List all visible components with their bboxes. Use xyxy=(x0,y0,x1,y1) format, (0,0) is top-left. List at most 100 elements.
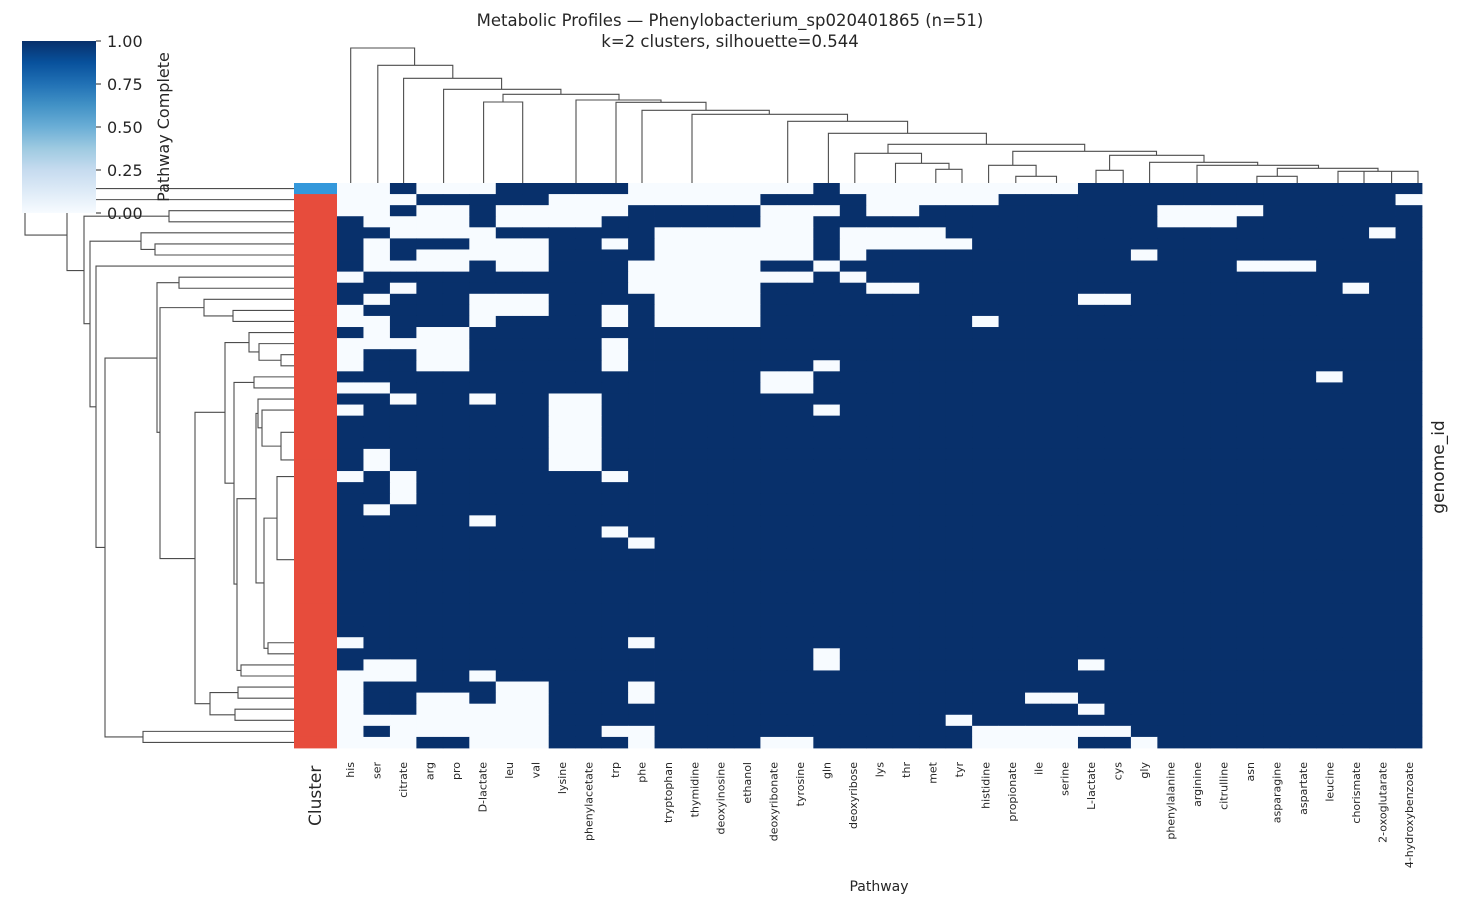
heatmap-cell xyxy=(813,327,841,339)
heatmap-cell xyxy=(469,426,497,439)
heatmap-cell xyxy=(945,592,973,605)
heatmap-cell xyxy=(1289,670,1317,682)
heatmap-cell xyxy=(522,293,550,306)
heatmap-cell xyxy=(1130,349,1158,361)
heatmap-cell xyxy=(575,659,603,671)
heatmap-cell xyxy=(363,504,391,516)
heatmap-cell xyxy=(972,249,999,261)
heatmap-cell xyxy=(866,515,894,527)
cluster-cell xyxy=(294,426,337,439)
heatmap-cell xyxy=(654,360,682,372)
heatmap-cell xyxy=(575,548,603,561)
heatmap-cell xyxy=(337,681,364,694)
heatmap-cell xyxy=(1077,415,1105,428)
heatmap-cell xyxy=(1025,725,1052,738)
heatmap-cell xyxy=(654,714,682,727)
heatmap-cell xyxy=(416,670,444,682)
heatmap-cell xyxy=(760,404,788,417)
colorbar-label: Pathway Complete xyxy=(154,52,173,202)
heatmap-cell xyxy=(1104,637,1132,649)
heatmap-cell xyxy=(1263,360,1291,372)
heatmap-cell xyxy=(1395,282,1423,295)
heatmap-cell xyxy=(760,471,788,483)
heatmap-cell xyxy=(786,692,814,705)
heatmap-cell xyxy=(522,448,550,461)
heatmap-cell xyxy=(1369,659,1396,671)
heatmap-cell xyxy=(442,482,470,494)
heatmap-cell xyxy=(1263,648,1291,660)
heatmap-cell xyxy=(733,249,761,261)
heatmap-cell xyxy=(1316,415,1344,428)
heatmap-cell xyxy=(654,327,682,339)
heatmap-cell xyxy=(389,603,417,616)
heatmap-cell xyxy=(866,238,894,250)
heatmap-cell xyxy=(972,703,999,716)
heatmap-cell xyxy=(442,382,470,394)
heatmap-cell xyxy=(760,360,788,372)
heatmap-cell xyxy=(416,382,444,394)
heatmap-cell xyxy=(919,315,947,328)
heatmap-cell xyxy=(707,205,735,217)
heatmap-cell xyxy=(389,183,417,195)
heatmap-cell xyxy=(760,559,788,572)
cluster-cell xyxy=(294,504,337,516)
heatmap-cell xyxy=(654,304,682,317)
heatmap-cell xyxy=(389,260,417,273)
heatmap-cell xyxy=(945,371,973,383)
heatmap-cell xyxy=(495,415,523,428)
heatmap-cell xyxy=(1104,603,1132,616)
heatmap-cell xyxy=(442,238,470,250)
heatmap-cell xyxy=(1316,227,1344,239)
heatmap-cell xyxy=(1369,315,1396,328)
heatmap-cell xyxy=(1289,404,1317,417)
heatmap-cell xyxy=(337,205,364,217)
heatmap-cell xyxy=(1025,515,1052,527)
heatmap-cell xyxy=(1316,670,1344,682)
heatmap-cell xyxy=(654,559,682,572)
heatmap-cell xyxy=(733,448,761,461)
heatmap-cell xyxy=(654,459,682,472)
heatmap-cell xyxy=(839,304,867,317)
heatmap-cell xyxy=(337,581,364,594)
heatmap-cell xyxy=(548,393,576,405)
heatmap-cell xyxy=(1077,570,1105,583)
heatmap-cell xyxy=(707,304,735,317)
heatmap-cell xyxy=(972,227,999,239)
cluster-cell xyxy=(294,725,337,738)
heatmap-cell xyxy=(1342,471,1370,483)
column-dendrogram-link xyxy=(1109,154,1205,171)
heatmap-cell xyxy=(469,327,497,339)
heatmap-cell xyxy=(786,736,814,749)
heatmap-cell xyxy=(839,548,867,561)
heatmap-cell xyxy=(495,692,523,705)
heatmap-cell xyxy=(1263,559,1291,572)
heatmap-cell xyxy=(1183,437,1211,450)
heatmap-cell xyxy=(1157,537,1185,549)
column-dendrogram-link xyxy=(1276,167,1379,177)
heatmap-cell xyxy=(998,703,1026,716)
heatmap-cell xyxy=(495,681,523,694)
heatmap-cell xyxy=(1183,315,1211,328)
heatmap-cell xyxy=(1025,415,1052,428)
heatmap-cell xyxy=(1157,371,1185,383)
heatmap-cell xyxy=(522,327,550,339)
heatmap-cell xyxy=(998,548,1026,561)
heatmap-cell xyxy=(733,692,761,705)
heatmap-cell xyxy=(1077,404,1105,417)
heatmap-cell xyxy=(416,304,444,317)
heatmap-cell xyxy=(1130,238,1158,250)
heatmap-cell xyxy=(1236,271,1264,284)
heatmap-cell xyxy=(786,703,814,716)
heatmap-cell xyxy=(654,415,682,428)
heatmap-cell xyxy=(1130,415,1158,428)
heatmap-cell xyxy=(575,249,603,261)
heatmap-cell xyxy=(786,648,814,660)
heatmap-cell xyxy=(495,360,523,372)
heatmap-cell xyxy=(363,648,391,660)
heatmap-cell xyxy=(495,437,523,450)
heatmap-cell xyxy=(760,249,788,261)
heatmap-cell xyxy=(972,725,999,738)
heatmap-cell xyxy=(972,404,999,417)
heatmap-cell xyxy=(469,249,497,261)
heatmap-cell xyxy=(998,592,1026,605)
